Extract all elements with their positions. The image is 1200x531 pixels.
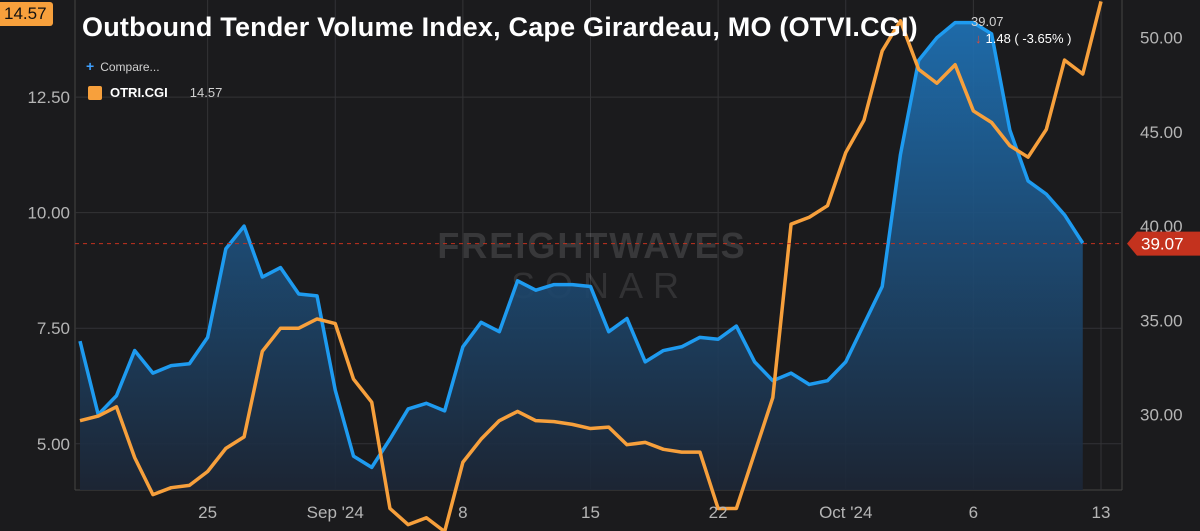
otvi-line [78, 20, 1085, 470]
plus-icon: + [86, 58, 95, 74]
otvi-current-value-text: 39.07 [1141, 235, 1184, 254]
otvi-stat-value: 39.07 [971, 14, 1004, 29]
watermark-top: FREIGHTWAVES [437, 225, 746, 266]
axis-layer: 5.00 7.50 10.00 12.50 30.00 35.00 40.00 45.00 50… [27, 29, 1182, 522]
x-tick-label: 8 [458, 503, 467, 522]
left-tick-label: 5.00 [37, 435, 70, 454]
legend-swatch [88, 85, 102, 100]
watermark: FREIGHTWAVES SONAR [437, 225, 746, 306]
x-tick-label: Sep '24 [307, 503, 364, 522]
otri-current-value-badge: 14.57 [0, 2, 53, 26]
x-tick-label: 22 [709, 503, 728, 522]
x-tick-label: 13 [1092, 503, 1111, 522]
otvi-current-value-badge [1127, 231, 1200, 256]
series-layer [78, 0, 1103, 531]
otvi-stat-change: ↓ 1.48 ( -3.65% ) [975, 31, 1072, 46]
chart-title: Outbound Tender Volume Index, Cape Girar… [82, 12, 918, 42]
legend-series-value: 14.57 [189, 85, 223, 100]
right-tick-label: 30.00 [1140, 406, 1183, 425]
legend-otri[interactable]: OTRI.CGI 14.57 [88, 85, 222, 100]
right-tick-label: 50.00 [1140, 29, 1183, 48]
x-tick-label: 6 [969, 503, 978, 522]
x-tick-label: Oct '24 [819, 503, 872, 522]
right-tick-label: 45.00 [1140, 123, 1183, 142]
legend-series-name: OTRI.CGI [110, 85, 168, 100]
otri-line [79, 0, 1103, 531]
compare-label: Compare... [100, 60, 160, 74]
badge-layer: 39.07 [1127, 231, 1200, 256]
left-tick-label: 12.50 [27, 88, 70, 107]
arrow-down-icon: ↓ [975, 31, 982, 46]
left-tick-label: 10.00 [27, 204, 70, 223]
right-tick-label: 35.00 [1140, 311, 1183, 330]
compare-button[interactable]: + Compare... [86, 58, 160, 74]
otvi-change-text: 1.48 ( -3.65% ) [985, 31, 1072, 46]
x-tick-label: 15 [581, 503, 600, 522]
x-tick-label: 25 [198, 503, 217, 522]
right-tick-label: 40.00 [1140, 217, 1183, 236]
left-tick-label: 7.50 [37, 319, 70, 338]
